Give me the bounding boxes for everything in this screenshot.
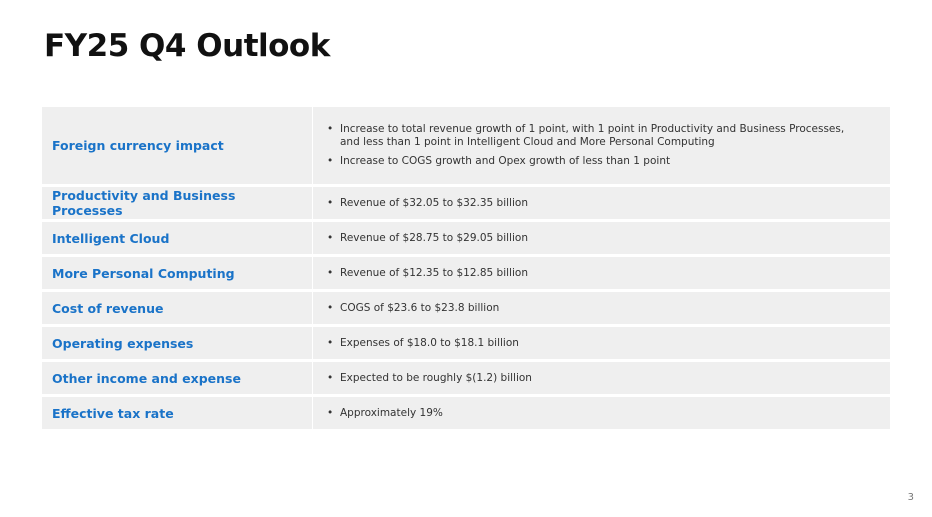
row-label: Operating expenses — [42, 327, 313, 359]
row-label: Intelligent Cloud — [42, 222, 313, 254]
table-row: Foreign currency impact Increase to total… — [42, 107, 890, 184]
table-row: Intelligent Cloud Revenue of $28.75 to $2… — [42, 222, 890, 254]
bullet-item: Revenue of $28.75 to $29.05 billion — [327, 232, 862, 245]
table-row: More Personal Computing Revenue of $12.35… — [42, 257, 890, 289]
table-row: Effective tax rate Approximately 19% — [42, 397, 890, 429]
bullet-item: Increase to total revenue growth of 1 po… — [327, 123, 862, 149]
table-row: Cost of revenue COGS of $23.6 to $23.8 bi… — [42, 292, 890, 324]
title: FY25 Q4 Outlook — [44, 28, 330, 64]
bullet-item: COGS of $23.6 to $23.8 billion — [327, 302, 862, 315]
table-row: Productivity and Business Processes Reven… — [42, 187, 890, 219]
bullet-item: Approximately 19% — [327, 407, 862, 420]
bullet-item: Expected to be roughly $(1.2) billion — [327, 372, 862, 385]
bullet-item: Increase to COGS growth and Opex growth … — [327, 155, 862, 168]
row-label: Foreign currency impact — [42, 107, 313, 184]
row-label: Effective tax rate — [42, 397, 313, 429]
row-content: Expected to be roughly $(1.2) billion — [313, 362, 890, 394]
row-content: Revenue of $12.35 to $12.85 billion — [313, 257, 890, 289]
table-row: Operating expenses Expenses of $18.0 to $… — [42, 327, 890, 359]
bullet-item: Revenue of $12.35 to $12.85 billion — [327, 267, 862, 280]
row-label: More Personal Computing — [42, 257, 313, 289]
row-content: Expenses of $18.0 to $18.1 billion — [313, 327, 890, 359]
row-label: Productivity and Business Processes — [42, 187, 313, 219]
bullet-item: Revenue of $32.05 to $32.35 billion — [327, 197, 862, 210]
row-label: Other income and expense — [42, 362, 313, 394]
table-row: Other income and expense Expected to be r… — [42, 362, 890, 394]
row-content: Revenue of $28.75 to $29.05 billion — [313, 222, 890, 254]
outlook-table: Foreign currency impact Increase to total… — [42, 107, 890, 432]
row-content: Increase to total revenue growth of 1 po… — [313, 107, 890, 184]
row-content: COGS of $23.6 to $23.8 billion — [313, 292, 890, 324]
page-number: 3 — [907, 492, 914, 503]
row-content: Revenue of $32.05 to $32.35 billion — [313, 187, 890, 219]
bullet-item: Expenses of $18.0 to $18.1 billion — [327, 337, 862, 350]
row-label: Cost of revenue — [42, 292, 313, 324]
row-content: Approximately 19% — [313, 397, 890, 429]
